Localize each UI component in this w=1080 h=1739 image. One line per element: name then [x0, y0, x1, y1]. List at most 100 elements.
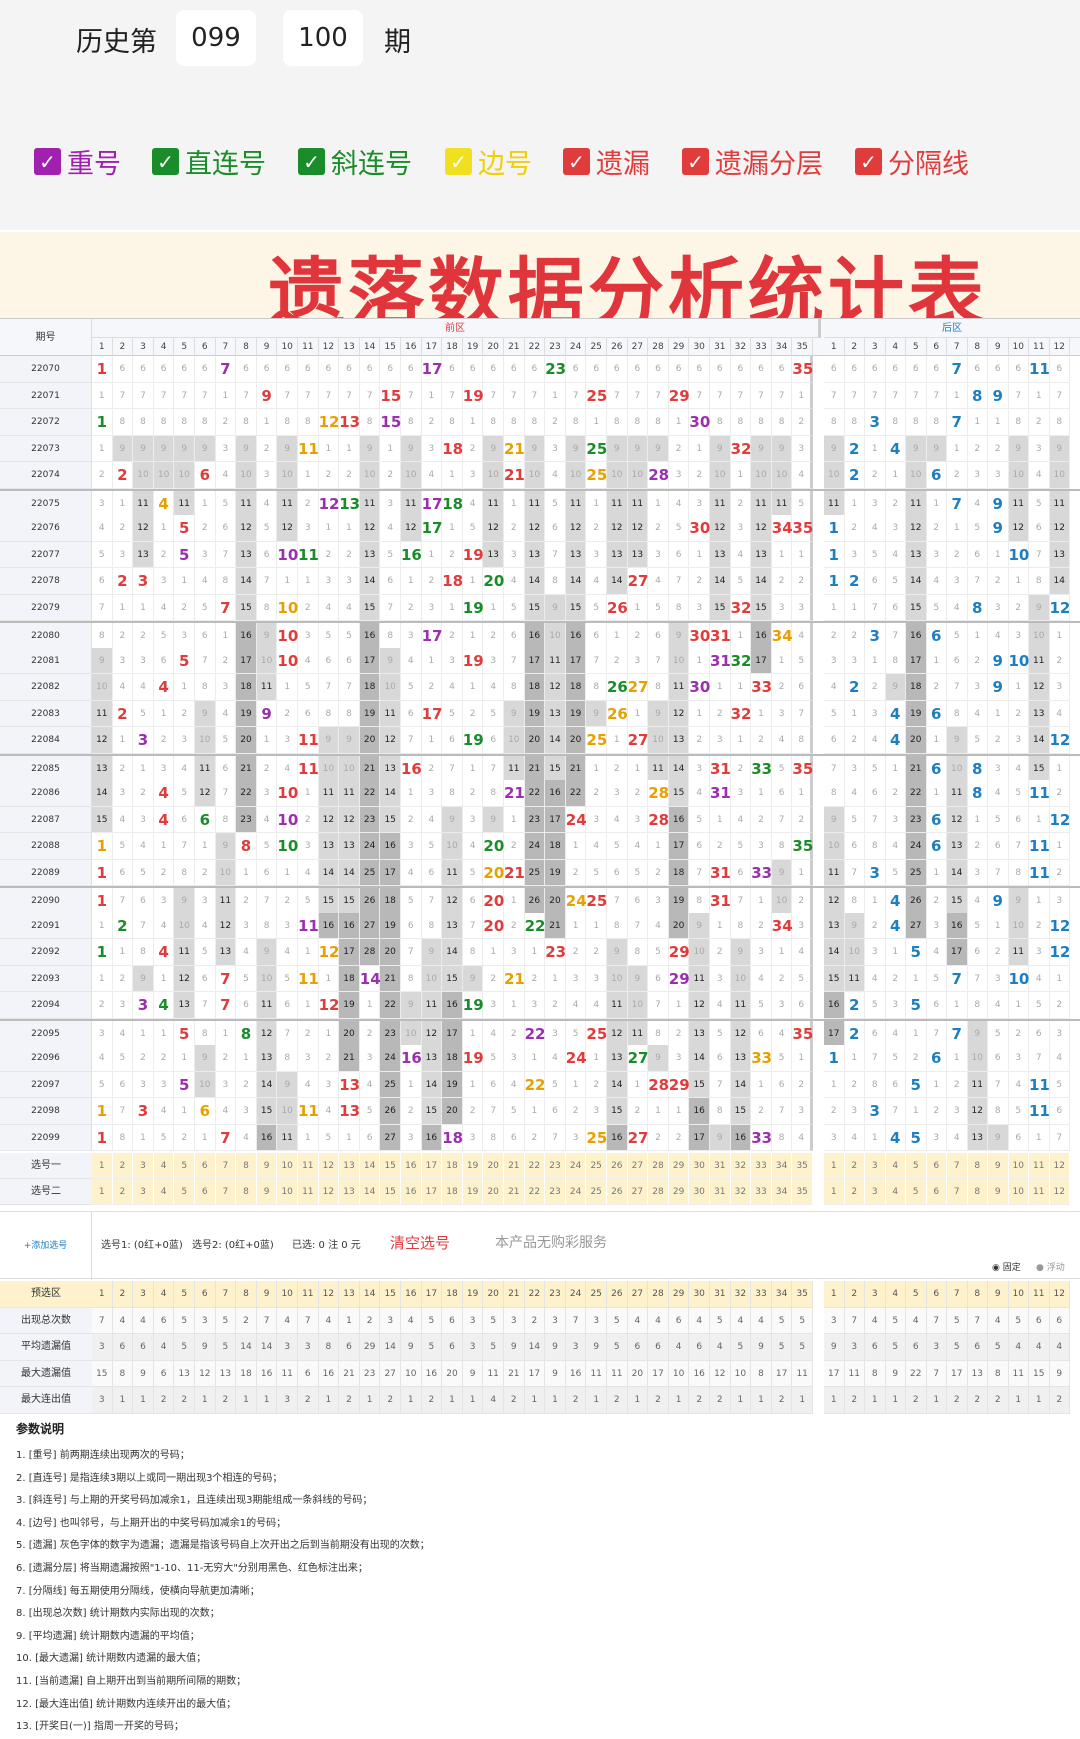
- preselect-ball[interactable]: 30: [689, 1281, 710, 1308]
- pick-ball[interactable]: 18: [442, 1179, 463, 1205]
- preselect-ball[interactable]: 24: [565, 1281, 587, 1308]
- pick-ball[interactable]: 33: [751, 1153, 772, 1179]
- preselect-ball[interactable]: 25: [586, 1281, 607, 1308]
- pick-ball[interactable]: 17: [421, 1179, 443, 1205]
- pick-ball[interactable]: 6: [195, 1153, 216, 1179]
- pick-ball[interactable]: 3: [133, 1179, 154, 1205]
- pick-ball[interactable]: 1: [824, 1179, 845, 1205]
- checkbox-icon[interactable]: ✓: [34, 148, 61, 175]
- preselect-ball[interactable]: 6: [926, 1281, 947, 1308]
- preselect-ball[interactable]: 27: [627, 1281, 649, 1308]
- preselect-ball[interactable]: 34: [771, 1281, 793, 1308]
- pick-ball[interactable]: 28: [648, 1153, 669, 1179]
- pick-ball[interactable]: 31: [710, 1179, 731, 1205]
- pick-ball[interactable]: 8: [236, 1153, 257, 1179]
- preselect-ball[interactable]: 4: [885, 1281, 906, 1308]
- pick-ball[interactable]: 29: [668, 1153, 690, 1179]
- pick-ball[interactable]: 11: [298, 1153, 319, 1179]
- pick-ball[interactable]: 25: [586, 1153, 607, 1179]
- pick-ball[interactable]: 5: [174, 1153, 195, 1179]
- pick-ball[interactable]: 9: [256, 1179, 278, 1205]
- pick-ball[interactable]: 30: [689, 1179, 710, 1205]
- option-7[interactable]: ✓ 分隔线: [855, 142, 969, 181]
- pick-ball[interactable]: 6: [926, 1153, 947, 1179]
- checkbox-icon[interactable]: ✓: [152, 148, 179, 175]
- pick-ball[interactable]: 2: [844, 1179, 865, 1205]
- option-3[interactable]: ✓ 斜连号: [298, 142, 412, 181]
- pick-ball[interactable]: 24: [565, 1179, 587, 1205]
- pick-ball[interactable]: 1: [92, 1179, 113, 1205]
- preselect-ball[interactable]: 19: [462, 1281, 484, 1308]
- preselect-ball[interactable]: 31: [710, 1281, 731, 1308]
- preselect-ball[interactable]: 20: [483, 1281, 504, 1308]
- preselect-ball[interactable]: 13: [339, 1281, 360, 1308]
- pick-ball[interactable]: 33: [751, 1179, 772, 1205]
- preselect-ball[interactable]: 32: [730, 1281, 752, 1308]
- preselect-ball[interactable]: 1: [824, 1281, 845, 1308]
- pick-ball[interactable]: 8: [236, 1179, 257, 1205]
- pick-ball[interactable]: 2: [844, 1153, 865, 1179]
- pick-ball[interactable]: 11: [1029, 1179, 1050, 1205]
- pick-ball[interactable]: 14: [359, 1153, 381, 1179]
- pick-ball[interactable]: 21: [504, 1153, 525, 1179]
- preselect-ball[interactable]: 33: [751, 1281, 772, 1308]
- preselect-ball[interactable]: 11: [1029, 1281, 1050, 1308]
- pick-ball[interactable]: 12: [1049, 1179, 1070, 1205]
- pick-ball[interactable]: 26: [607, 1179, 628, 1205]
- pick-ball[interactable]: 7: [947, 1153, 968, 1179]
- preselect-ball[interactable]: 4: [153, 1281, 175, 1308]
- option-2[interactable]: ✓ 直连号: [152, 142, 266, 181]
- preselect-ball[interactable]: 3: [865, 1281, 886, 1308]
- preselect-ball[interactable]: 10: [277, 1281, 298, 1308]
- pick-ball[interactable]: 27: [627, 1179, 649, 1205]
- pick-ball[interactable]: 7: [947, 1179, 968, 1205]
- pick-ball[interactable]: 32: [730, 1153, 752, 1179]
- preselect-ball[interactable]: 16: [401, 1281, 422, 1308]
- pick-ball[interactable]: 1: [92, 1153, 113, 1179]
- preselect-ball[interactable]: 5: [174, 1281, 195, 1308]
- preselect-ball[interactable]: 10: [1008, 1281, 1029, 1308]
- pick-ball[interactable]: 3: [865, 1153, 886, 1179]
- pick-ball[interactable]: 25: [586, 1179, 607, 1205]
- pick-ball[interactable]: 20: [483, 1179, 504, 1205]
- pick-ball[interactable]: 5: [174, 1179, 195, 1205]
- preselect-ball[interactable]: 28: [648, 1281, 669, 1308]
- pick-ball[interactable]: 13: [339, 1153, 360, 1179]
- pick-ball[interactable]: 24: [565, 1153, 587, 1179]
- pick-ball[interactable]: 17: [421, 1153, 443, 1179]
- pick-ball[interactable]: 11: [298, 1179, 319, 1205]
- pick-ball[interactable]: 15: [380, 1179, 401, 1205]
- pick-ball[interactable]: 16: [401, 1153, 422, 1179]
- pick-ball[interactable]: 27: [627, 1153, 649, 1179]
- pick-ball[interactable]: 4: [885, 1153, 906, 1179]
- preselect-ball[interactable]: 9: [256, 1281, 278, 1308]
- checkbox-icon[interactable]: ✓: [445, 148, 472, 175]
- add-pick-button[interactable]: +添加选号: [0, 1212, 92, 1280]
- pick-ball[interactable]: 35: [792, 1153, 813, 1179]
- preselect-ball[interactable]: 12: [318, 1281, 340, 1308]
- option-1[interactable]: ✓ 重号: [34, 142, 121, 181]
- preselect-ball[interactable]: 11: [298, 1281, 319, 1308]
- clear-picks-button[interactable]: 清空选号: [390, 1234, 451, 1252]
- preselect-ball[interactable]: 8: [967, 1281, 988, 1308]
- checkbox-icon[interactable]: ✓: [682, 148, 709, 175]
- pick-ball[interactable]: 21: [504, 1179, 525, 1205]
- pick-ball[interactable]: 10: [1008, 1153, 1029, 1179]
- preselect-ball[interactable]: 1: [92, 1281, 113, 1308]
- checkbox-icon[interactable]: ✓: [563, 148, 590, 175]
- pick-ball[interactable]: 34: [771, 1179, 793, 1205]
- pick-ball[interactable]: 3: [133, 1153, 154, 1179]
- preselect-ball[interactable]: 17: [421, 1281, 443, 1308]
- pick-ball[interactable]: 5: [906, 1153, 927, 1179]
- preselect-ball[interactable]: 35: [792, 1281, 813, 1308]
- pick-ball[interactable]: 4: [153, 1179, 175, 1205]
- pick-ball[interactable]: 4: [885, 1179, 906, 1205]
- pick-ball[interactable]: 5: [906, 1179, 927, 1205]
- preselect-ball[interactable]: 6: [195, 1281, 216, 1308]
- pick-ball[interactable]: 9: [256, 1153, 278, 1179]
- pick-ball[interactable]: 28: [648, 1179, 669, 1205]
- pick-ball[interactable]: 6: [195, 1179, 216, 1205]
- pick-ball[interactable]: 26: [607, 1153, 628, 1179]
- pick-ball[interactable]: 8: [967, 1153, 988, 1179]
- pick-ball[interactable]: 34: [771, 1153, 793, 1179]
